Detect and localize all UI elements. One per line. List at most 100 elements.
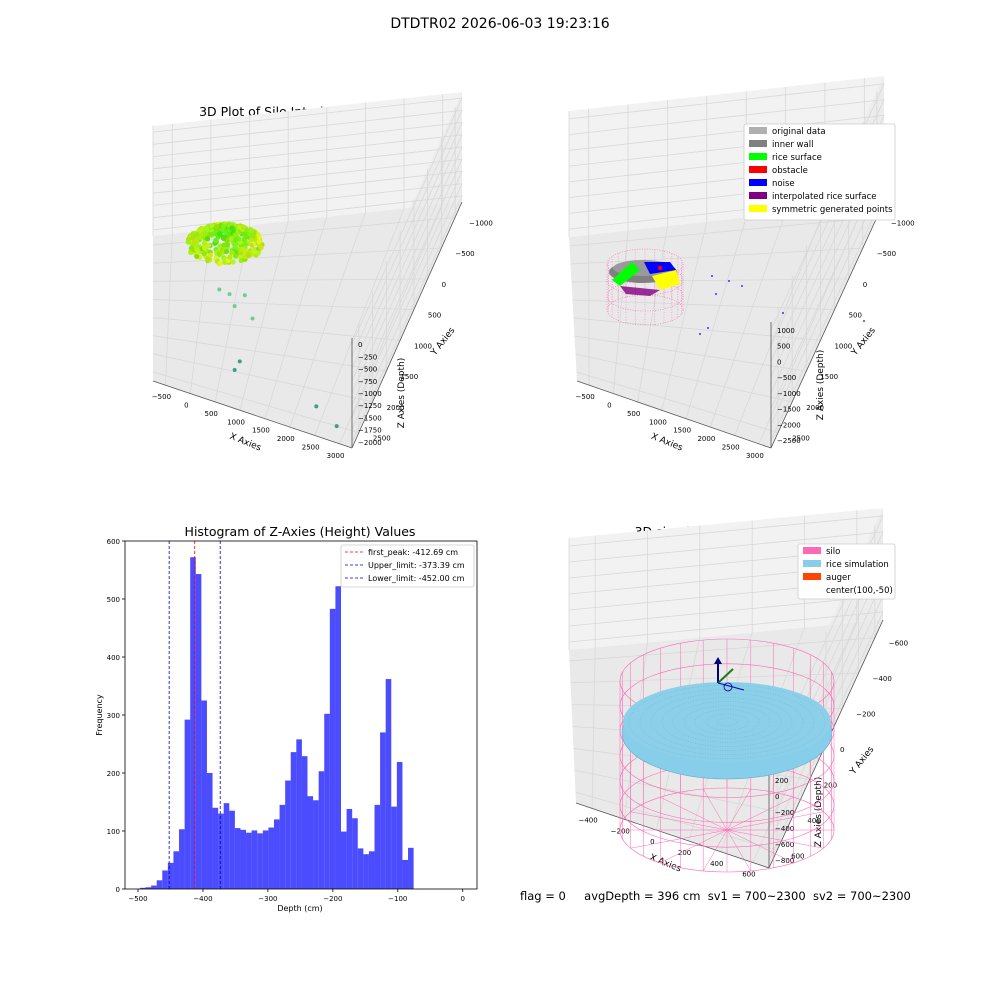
x-tick-label: 0 <box>650 838 654 846</box>
raw-data-point <box>229 250 234 255</box>
histogram-bar <box>313 800 319 889</box>
raw-data-point <box>217 231 222 236</box>
status-line: flag = 0 avgDepth = 396 cm sv1 = 700~230… <box>520 889 911 903</box>
legend-label: silo <box>826 547 840 557</box>
raw-data-point <box>228 292 232 296</box>
raw-data-point <box>217 288 221 292</box>
y-tick-label: 600 <box>107 538 120 546</box>
status-flag: flag = 0 <box>520 889 566 903</box>
x-tick-label: 1500 <box>673 427 691 435</box>
raw-data-point <box>221 224 226 229</box>
y-tick-label: −1000 <box>469 219 493 227</box>
y-tick-label: 500 <box>107 596 120 604</box>
legend-swatch <box>749 179 767 186</box>
plot-simulation-3d: 3D simulation of Silo Interior−400−20002… <box>569 508 908 879</box>
noise-point <box>782 312 784 314</box>
x-tick-label: −500 <box>128 895 147 903</box>
histogram-bar <box>369 851 375 889</box>
y-tick-label: −500 <box>455 250 474 258</box>
raw-data-point <box>239 247 244 252</box>
raw-data-point <box>221 236 226 241</box>
x-tick-label: 3000 <box>746 452 764 460</box>
z-tick-label: −400 <box>775 825 794 833</box>
legend-label: rice surface <box>772 153 822 163</box>
x-tick-label: 3000 <box>327 452 345 460</box>
histogram-bar <box>402 860 408 889</box>
z-axis-label: Z Axies (Depth) <box>816 350 826 421</box>
raw-data-point <box>189 246 194 251</box>
histogram-bar <box>235 828 241 889</box>
plot-raw-data-3d: 3D Plot of Silo Interior(row data)−50005… <box>152 92 493 460</box>
status-sv1: sv1 = 700~2300 <box>708 889 806 903</box>
x-tick-label: −200 <box>323 895 342 903</box>
noise-point <box>707 327 709 329</box>
raw-data-point <box>194 247 199 252</box>
raw-data-point <box>214 224 219 229</box>
z-tick-label: −1000 <box>777 390 801 398</box>
raw-data-point <box>204 225 209 230</box>
raw-data-point <box>197 235 202 240</box>
z-tick-label: −2500 <box>777 437 801 445</box>
x-tick-label: 500 <box>627 410 640 418</box>
histogram-bar <box>207 773 213 889</box>
legend-label: center(100,-50) <box>826 586 893 596</box>
y-axis-label: Y Axies <box>848 745 877 778</box>
y-tick-label: 200 <box>824 781 837 789</box>
obstacle-point <box>658 266 662 270</box>
histogram-bar <box>173 851 179 889</box>
z-tick-label: −750 <box>358 378 377 386</box>
raw-data-point <box>243 293 247 297</box>
histogram-bar <box>352 818 358 889</box>
rice-simulation <box>622 682 832 779</box>
legend-swatch <box>749 127 767 134</box>
histogram-bar <box>257 833 263 889</box>
y-tick-label: 0 <box>840 746 844 754</box>
histogram-bar <box>240 830 246 889</box>
raw-data-point <box>218 261 223 266</box>
raw-data-point <box>199 227 204 232</box>
raw-data-point <box>242 232 247 237</box>
histogram-bar <box>268 828 274 889</box>
legend-label: auger <box>826 573 851 583</box>
z-tick-label: −2000 <box>777 421 801 429</box>
raw-data-point <box>224 249 229 254</box>
raw-data-point <box>227 254 232 259</box>
x-tick-label: 400 <box>710 860 723 868</box>
z-tick-label: −1250 <box>358 402 382 410</box>
raw-data-point <box>229 236 234 241</box>
histogram-bar <box>157 880 163 889</box>
z-tick-label: −1500 <box>777 406 801 414</box>
histogram-bar <box>285 781 291 889</box>
legend-label: inner wall <box>772 140 813 150</box>
histogram-bar <box>397 762 403 889</box>
x-tick-label: 0 <box>460 895 464 903</box>
x-tick-label: −400 <box>193 895 212 903</box>
z-tick-label: −2000 <box>358 439 382 447</box>
legend-label: obstacle <box>772 166 808 176</box>
legend-label: Upper_limit: -373.39 cm <box>368 561 465 570</box>
z-tick-label: −500 <box>777 374 796 382</box>
raw-data-point <box>186 239 191 244</box>
raw-data-point <box>233 232 238 237</box>
histogram-bar <box>386 679 392 889</box>
z-tick-label: −1500 <box>358 414 382 422</box>
legend-swatch <box>749 205 767 212</box>
z-tick-label: −250 <box>358 353 377 361</box>
legend-swatch <box>803 573 821 580</box>
legend-label: first_peak: -412.69 cm <box>368 548 458 557</box>
histogram-bar <box>162 870 168 889</box>
histogram-bar <box>358 848 364 889</box>
raw-data-point <box>192 240 197 245</box>
legend-label: symmetric generated points <box>772 205 893 215</box>
y-tick-label: 500 <box>428 312 441 320</box>
legend-swatch <box>803 547 821 554</box>
x-tick-label: 1000 <box>227 418 245 426</box>
raw-data-point <box>233 304 237 308</box>
histogram-bar <box>380 732 386 889</box>
raw-data-point <box>314 404 318 408</box>
y-tick-label: −600 <box>889 640 908 648</box>
z-tick-label: 200 <box>775 777 788 785</box>
raw-data-point <box>213 238 218 243</box>
y-axis-label: Frequency <box>95 694 104 736</box>
